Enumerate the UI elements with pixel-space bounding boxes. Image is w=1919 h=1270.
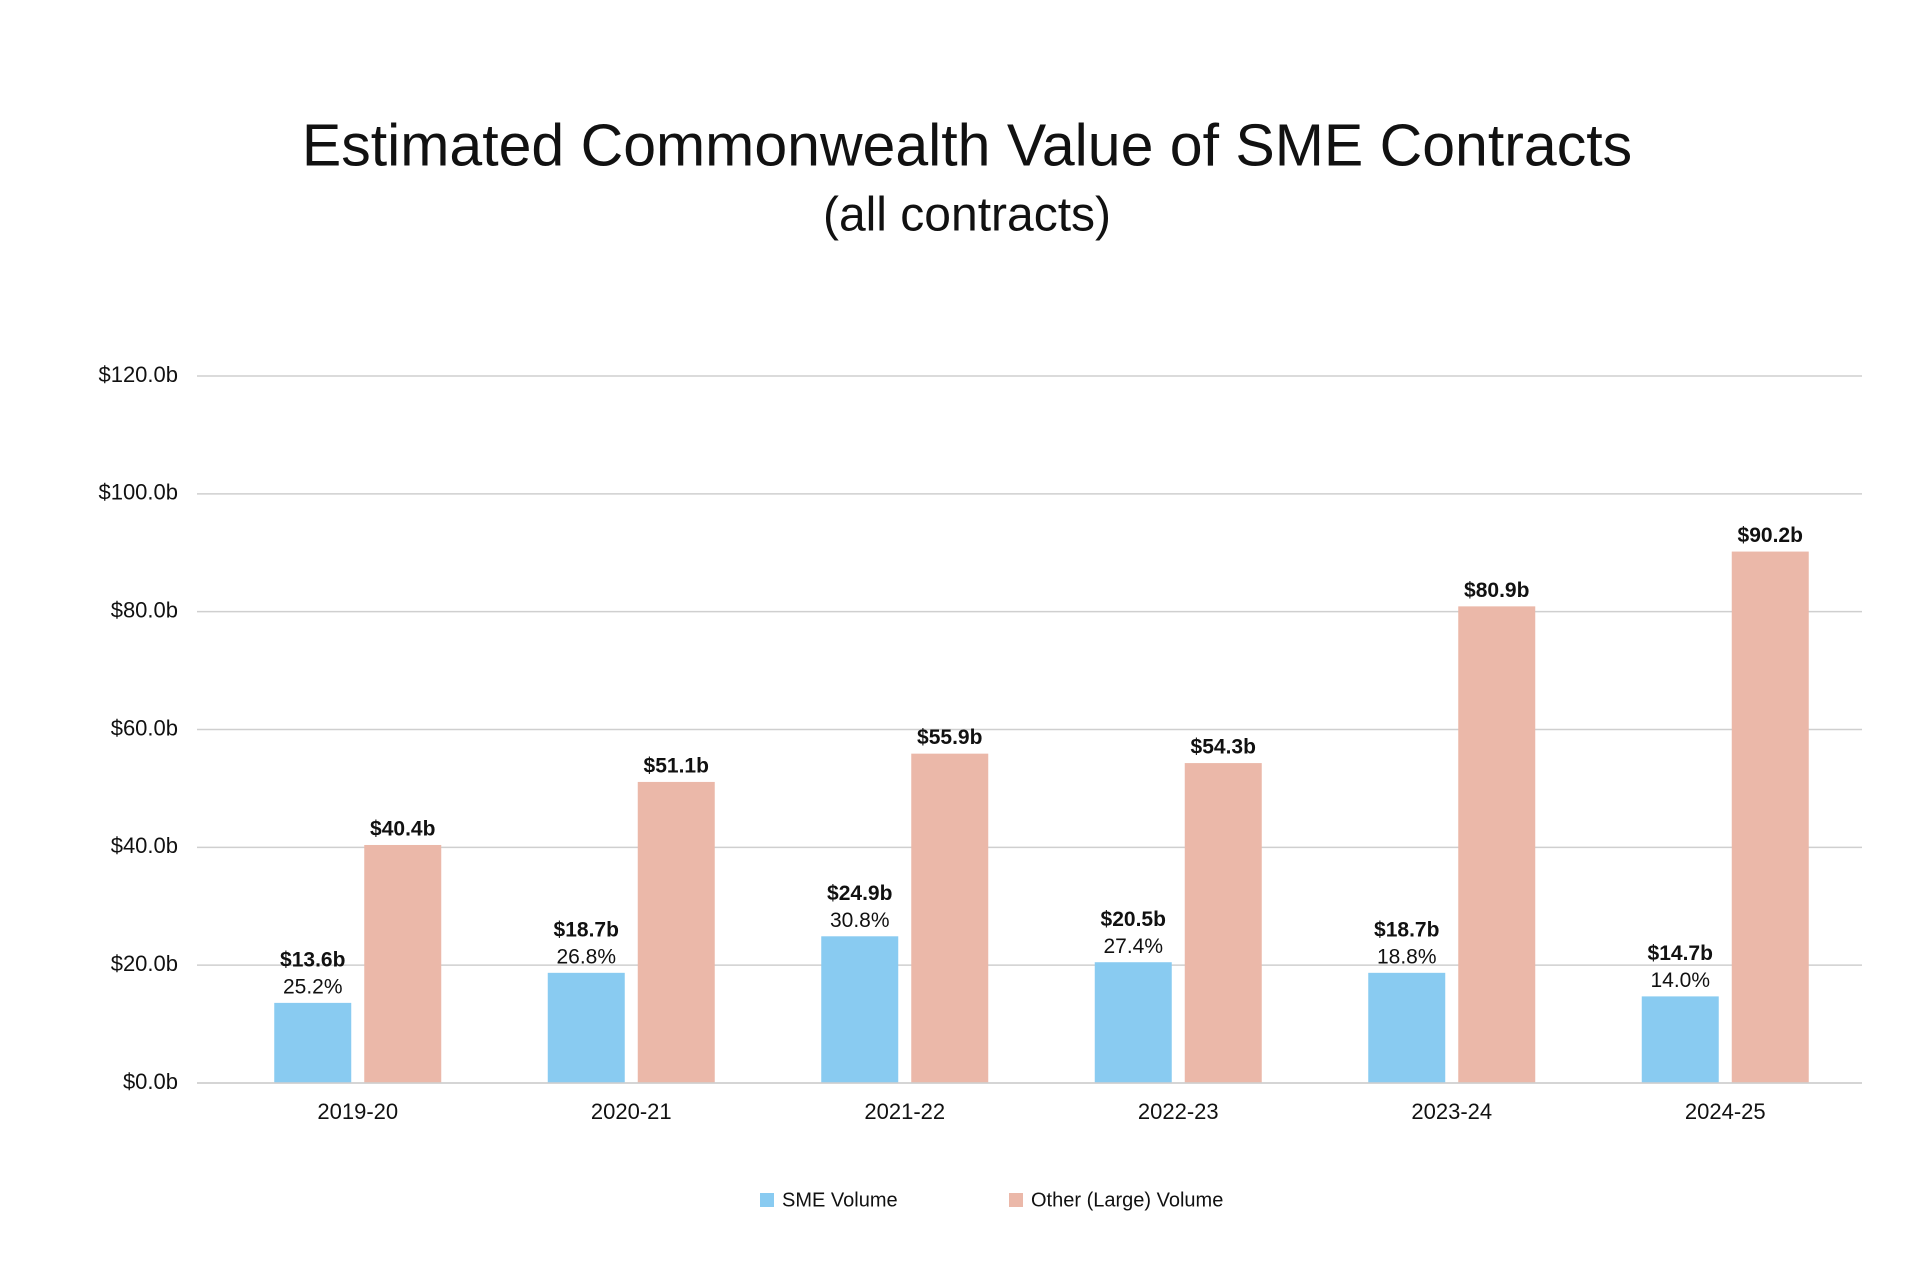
bar	[1641, 996, 1719, 1083]
chart-title: Estimated Commonwealth Value of SME Cont…	[302, 113, 1632, 179]
bar	[1731, 551, 1809, 1083]
y-tick-label: $20.0b	[111, 951, 178, 976]
share-label: 30.8%	[830, 909, 890, 932]
share-label: 14.0%	[1650, 969, 1710, 992]
x-tick-label: 2023-24	[1411, 1099, 1492, 1124]
share-label: 27.4%	[1103, 935, 1163, 958]
legend-swatch	[1009, 1193, 1023, 1207]
value-label: $24.9b	[827, 882, 892, 905]
value-label: $54.3b	[1191, 736, 1256, 759]
y-tick-label: $60.0b	[111, 715, 178, 740]
bar	[821, 936, 899, 1083]
share-label: 25.2%	[283, 975, 343, 998]
y-tick-label: $120.0b	[98, 362, 178, 387]
legend-swatch	[760, 1193, 774, 1207]
x-tick-label: 2022-23	[1138, 1099, 1219, 1124]
value-label: $13.6b	[280, 948, 345, 971]
bar	[1458, 606, 1536, 1083]
x-tick-label: 2021-22	[864, 1099, 945, 1124]
bar	[637, 781, 715, 1083]
value-label: $18.7b	[1374, 918, 1439, 941]
y-tick-label: $40.0b	[111, 833, 178, 858]
bar	[1094, 962, 1172, 1083]
y-tick-label: $0.0b	[123, 1069, 178, 1094]
bar	[547, 972, 625, 1083]
value-label: $18.7b	[554, 918, 619, 941]
bar	[911, 753, 989, 1083]
value-label: $51.1b	[644, 754, 709, 777]
bar	[274, 1002, 352, 1083]
x-tick-label: 2024-25	[1685, 1099, 1766, 1124]
bar	[1368, 972, 1446, 1083]
x-tick-label: 2019-20	[317, 1099, 398, 1124]
legend-label: SME Volume	[782, 1189, 898, 1211]
share-label: 26.8%	[556, 945, 616, 968]
value-label: $90.2b	[1738, 524, 1803, 547]
chart-subtitle: (all contracts)	[823, 189, 1111, 242]
share-label: 18.8%	[1377, 945, 1437, 968]
bar	[364, 844, 442, 1083]
legend-label: Other (Large) Volume	[1031, 1189, 1223, 1211]
bar	[1184, 763, 1262, 1083]
value-label: $80.9b	[1464, 579, 1529, 602]
x-tick-label: 2020-21	[591, 1099, 672, 1124]
value-label: $55.9b	[917, 726, 982, 749]
value-label: $14.7b	[1648, 942, 1713, 965]
value-label: $20.5b	[1101, 908, 1166, 931]
y-tick-label: $80.0b	[111, 597, 178, 622]
y-tick-label: $100.0b	[98, 480, 178, 505]
value-label: $40.4b	[370, 818, 435, 841]
